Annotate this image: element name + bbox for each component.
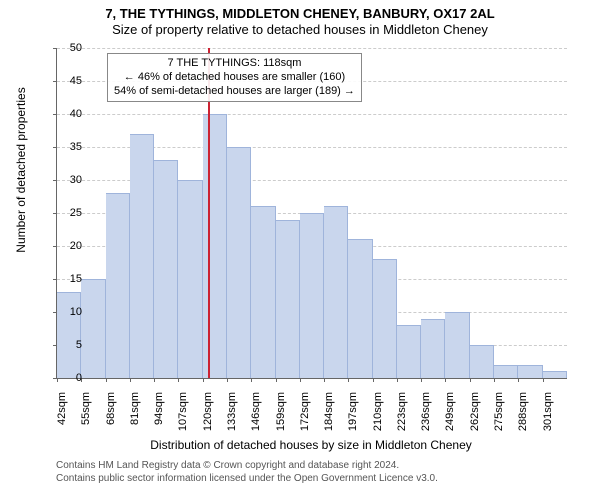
xtick-label: 275sqm (493, 392, 505, 452)
histogram-bar (494, 365, 518, 378)
xtick-mark (348, 378, 349, 382)
title-subtitle: Size of property relative to detached ho… (0, 21, 600, 37)
xtick-label: 68sqm (105, 392, 117, 452)
histogram-bar (373, 259, 397, 378)
xtick-label: 55sqm (80, 392, 92, 452)
histogram-bar (543, 371, 567, 378)
xtick-label: 159sqm (275, 392, 287, 452)
xtick-label: 42sqm (56, 392, 68, 452)
histogram-bar (251, 206, 275, 378)
xtick-label: 172sqm (299, 392, 311, 452)
chart-container: 7, THE TYTHINGS, MIDDLETON CHENEY, BANBU… (0, 0, 600, 500)
title-address: 7, THE TYTHINGS, MIDDLETON CHENEY, BANBU… (0, 0, 600, 21)
ytick-label: 40 (56, 108, 82, 120)
xtick-mark (373, 378, 374, 382)
xtick-label: 223sqm (396, 392, 408, 452)
xtick-label: 236sqm (420, 392, 432, 452)
ytick-label: 45 (56, 75, 82, 87)
xtick-label: 94sqm (153, 392, 165, 452)
xtick-label: 301sqm (542, 392, 554, 452)
xtick-mark (324, 378, 325, 382)
histogram-bar (203, 114, 227, 378)
histogram-bar (130, 134, 154, 378)
ytick-label: 25 (56, 207, 82, 219)
xtick-mark (130, 378, 131, 382)
ytick-label: 20 (56, 240, 82, 252)
xtick-label: 288sqm (517, 392, 529, 452)
xtick-mark (251, 378, 252, 382)
histogram-bar (154, 160, 178, 378)
ytick-label: 15 (56, 273, 82, 285)
xtick-mark (445, 378, 446, 382)
annotation-line1: 7 THE TYTHINGS: 118sqm (114, 57, 355, 71)
xtick-label: 133sqm (226, 392, 238, 452)
xtick-mark (203, 378, 204, 382)
xtick-mark (543, 378, 544, 382)
ytick-label: 0 (56, 372, 82, 384)
xtick-mark (154, 378, 155, 382)
annotation-box: 7 THE TYTHINGS: 118sqm ← 46% of detached… (107, 53, 362, 102)
xtick-label: 120sqm (202, 392, 214, 452)
xtick-label: 184sqm (323, 392, 335, 452)
xtick-label: 197sqm (347, 392, 359, 452)
ytick-label: 10 (56, 306, 82, 318)
ytick-label: 50 (56, 42, 82, 54)
xtick-mark (470, 378, 471, 382)
xtick-label: 210sqm (372, 392, 384, 452)
y-axis-label: Number of detached properties (14, 40, 28, 300)
histogram-bar (421, 319, 445, 378)
xtick-mark (421, 378, 422, 382)
histogram-bar (178, 180, 202, 378)
ytick-label: 30 (56, 174, 82, 186)
histogram-bar (445, 312, 469, 378)
xtick-label: 249sqm (444, 392, 456, 452)
xtick-label: 81sqm (129, 392, 141, 452)
xtick-label: 107sqm (177, 392, 189, 452)
xtick-mark (178, 378, 179, 382)
histogram-bar (518, 365, 542, 378)
histogram-bar (324, 206, 348, 378)
histogram-bar (348, 239, 372, 378)
xtick-label: 146sqm (250, 392, 262, 452)
xtick-mark (227, 378, 228, 382)
xtick-mark (518, 378, 519, 382)
plot-area: 7 THE TYTHINGS: 118sqm ← 46% of detached… (56, 48, 567, 379)
histogram-bar (81, 279, 105, 378)
annotation-line2: ← 46% of detached houses are smaller (16… (114, 71, 355, 85)
ytick-label: 5 (56, 339, 82, 351)
histogram-bar (470, 345, 494, 378)
grid-line (57, 48, 567, 49)
histogram-bar (300, 213, 324, 378)
xtick-mark (397, 378, 398, 382)
grid-line (57, 114, 567, 115)
xtick-label: 262sqm (469, 392, 481, 452)
xtick-mark (300, 378, 301, 382)
footer-attribution: Contains HM Land Registry data © Crown c… (56, 460, 438, 485)
xtick-mark (276, 378, 277, 382)
xtick-mark (494, 378, 495, 382)
footer-line2: Contains public sector information licen… (56, 473, 438, 486)
histogram-bar (227, 147, 251, 378)
footer-line1: Contains HM Land Registry data © Crown c… (56, 460, 438, 473)
annotation-line3: 54% of semi-detached houses are larger (… (114, 85, 355, 99)
ytick-label: 35 (56, 141, 82, 153)
histogram-bar (397, 325, 421, 378)
histogram-bar (106, 193, 130, 378)
xtick-mark (106, 378, 107, 382)
histogram-bar (276, 220, 300, 378)
